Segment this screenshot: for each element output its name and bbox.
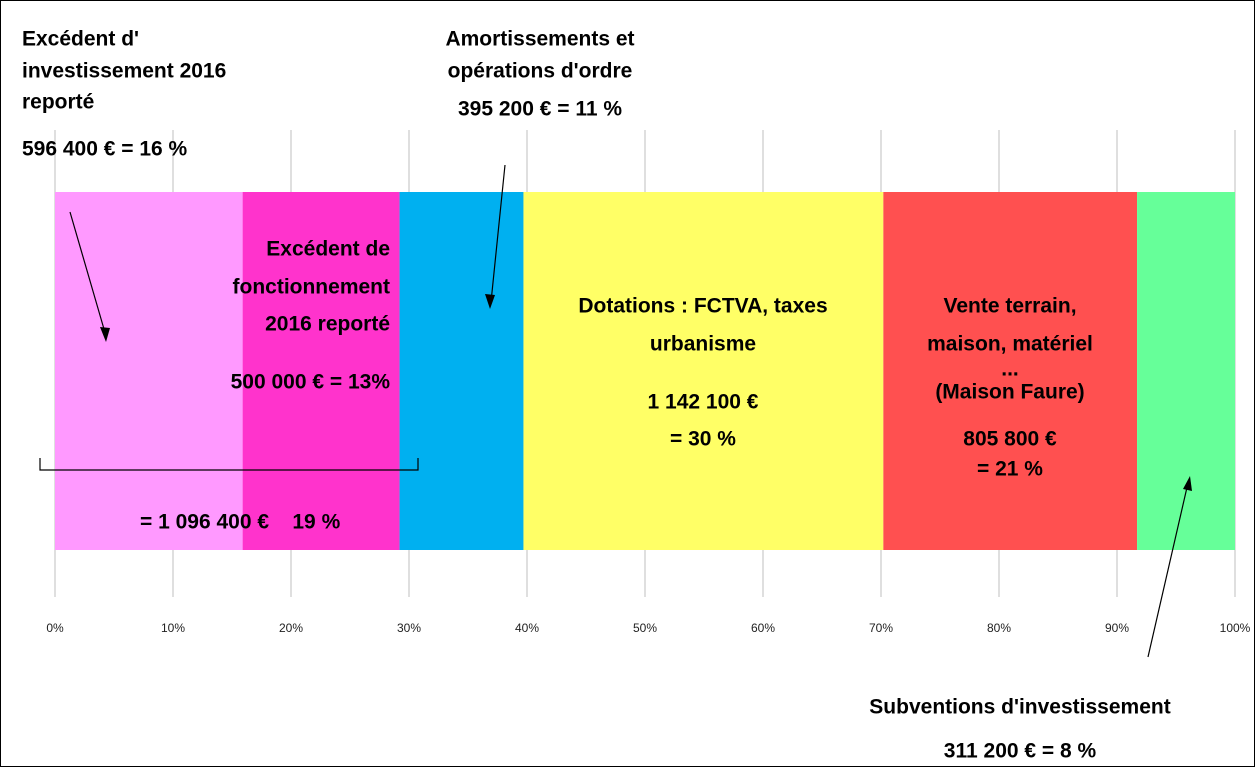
segment-label: Dotations : FCTVA, taxes (578, 295, 827, 318)
arrow-head (1183, 476, 1192, 491)
x-tick-label: 60% (751, 621, 775, 635)
value-label: 1 142 100 € (648, 391, 759, 414)
x-tick-label: 100% (1220, 621, 1251, 635)
bar-segment (523, 192, 884, 550)
value-label: 395 200 € = 11 % (458, 98, 622, 121)
x-tick-label: 80% (987, 621, 1011, 635)
arrow-head (485, 294, 495, 309)
segment-label: fonctionnement (233, 276, 391, 299)
x-tick-label: 50% (633, 621, 657, 635)
segment-label: Amortissements et (445, 28, 634, 51)
segment-label: reporté (22, 91, 94, 114)
segment-label: 2016 reporté (265, 313, 390, 336)
segment-label: ... (1001, 358, 1019, 381)
segment-label: (Maison Faure) (935, 381, 1084, 404)
arrows (39, 164, 1192, 658)
x-tick-label: 40% (515, 621, 539, 635)
bar-segment (55, 192, 243, 550)
segment-label: Vente terrain, (943, 295, 1076, 318)
segment-label: Subventions d'investissement (869, 696, 1170, 719)
bar-segment (1137, 192, 1235, 550)
x-tick-label: 90% (1105, 621, 1129, 635)
segment-label: maison, matériel (927, 333, 1093, 356)
segment-label: opérations d'ordre (448, 60, 633, 83)
x-tick-label: 70% (869, 621, 893, 635)
value-label: = 30 % (670, 428, 736, 451)
arrow (1147, 482, 1189, 658)
arrow (69, 211, 107, 337)
x-tick-label: 0% (46, 621, 64, 635)
bar-segment (399, 192, 524, 550)
value-label: = 21 % (977, 458, 1043, 481)
arrow-head (100, 327, 110, 342)
value-label: 596 400 € = 16 % (22, 138, 188, 161)
bracket (39, 458, 419, 471)
segment-label: Excédent d' (22, 28, 139, 51)
bar-segment (242, 192, 400, 550)
value-label: 311 200 € = 8 % (944, 740, 1097, 763)
value-label: 500 000 € = 13% (231, 371, 391, 394)
segment-label: investissement 2016 (22, 60, 226, 83)
segment-label: Excédent de (266, 238, 390, 261)
labels: Excédent d' investissement 2016 reporté 596… (22, 28, 1171, 763)
x-tick-label: 10% (161, 621, 185, 635)
segment-label: urbanisme (650, 333, 756, 356)
value-label: 805 800 € (963, 428, 1057, 451)
x-tick-label: 30% (397, 621, 421, 635)
group-annotation: = 1 096 400 € 19 % (140, 511, 341, 534)
x-tick-label: 20% (279, 621, 303, 635)
arrow (490, 164, 506, 303)
bar-segment (883, 192, 1138, 550)
